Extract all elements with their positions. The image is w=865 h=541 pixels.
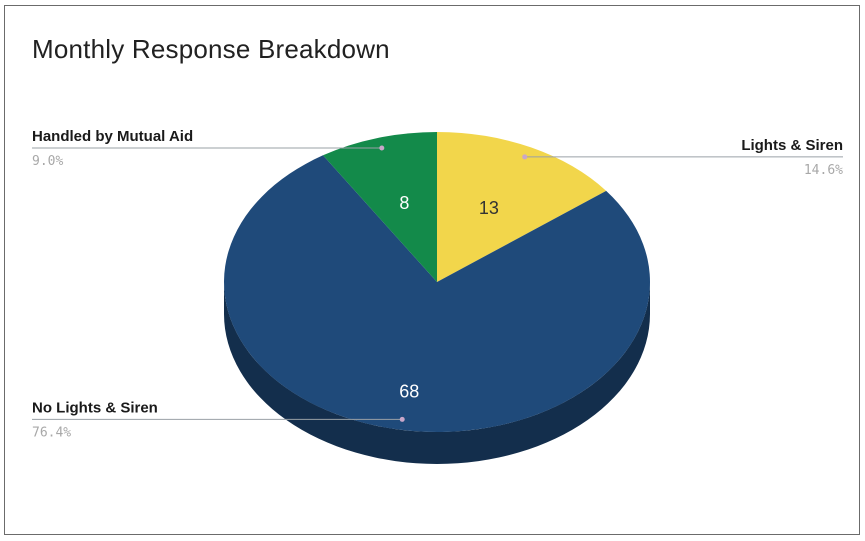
slice-no-lights-and-siren[interactable] [224, 155, 651, 432]
slice-value-label: 8 [399, 193, 409, 213]
slice-name-label: No Lights & Siren [32, 399, 158, 416]
slice-name-label: Lights & Siren [741, 137, 843, 154]
slice-lights-and-siren[interactable] [437, 132, 607, 282]
slice-percent-label: 9.0% [32, 154, 63, 169]
callout-dot [399, 416, 405, 422]
slice-side-no-lights-and-siren [224, 282, 650, 464]
callout-dot [522, 154, 528, 160]
slice-percent-label: 14.6% [804, 163, 843, 178]
chart-title: Monthly Response Breakdown [32, 34, 390, 64]
slice-percent-label: 76.4% [32, 425, 71, 440]
slice-value-label: 13 [479, 198, 499, 218]
slice-name-label: Handled by Mutual Aid [32, 128, 193, 145]
callout-dot [379, 145, 385, 151]
slice-handled-by-mutual-aid[interactable] [322, 132, 437, 282]
slice-value-label: 68 [399, 381, 419, 401]
